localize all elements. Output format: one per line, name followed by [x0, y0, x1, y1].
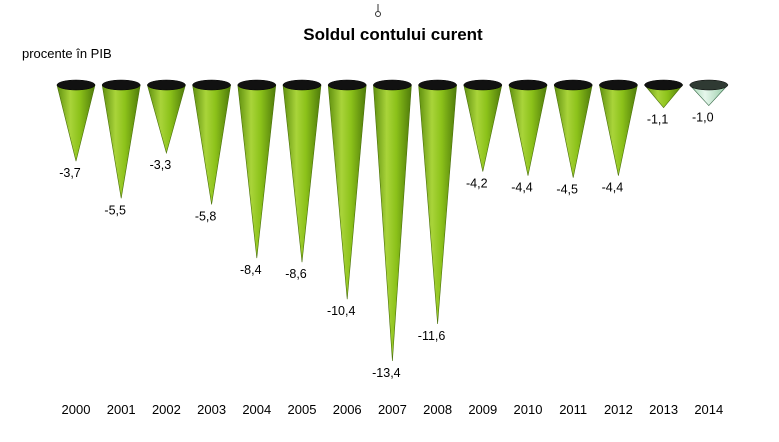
- value-label-2000: -3,7: [59, 166, 81, 180]
- category-label-2011: 2011: [559, 402, 587, 417]
- value-label-2013: -1,1: [647, 113, 669, 127]
- category-label-2005: 2005: [288, 402, 317, 417]
- unit-label: procente în PIB: [22, 46, 112, 61]
- cone-top-2011: [553, 79, 593, 91]
- value-label-2005: -8,6: [285, 267, 307, 281]
- cone-top-2008: [418, 79, 457, 91]
- cone-top-2009: [463, 79, 503, 91]
- value-label-2007: -13,4: [372, 366, 401, 380]
- category-label-2013: 2013: [649, 402, 678, 417]
- category-label-2010: 2010: [514, 402, 543, 417]
- value-label-2011: -4,5: [556, 183, 578, 197]
- cone-top-2014: [689, 79, 729, 91]
- category-label-2012: 2012: [604, 402, 633, 417]
- category-label-2006: 2006: [333, 402, 362, 417]
- category-label-2008: 2008: [423, 402, 452, 417]
- cone-bar-2003: [192, 84, 231, 205]
- cone-bar-2004: [237, 84, 277, 259]
- category-label-2000: 2000: [62, 402, 91, 417]
- cone-bar-2000: [56, 84, 96, 162]
- category-label-2003: 2003: [197, 402, 226, 417]
- cone-top-2003: [192, 79, 231, 91]
- cone-bar-2005: [282, 84, 322, 263]
- cone-top-2006: [327, 79, 367, 91]
- category-label-2002: 2002: [152, 402, 181, 417]
- cone-top-2005: [282, 79, 322, 91]
- cone-bar-2002: [147, 84, 186, 155]
- value-label-2004: -8,4: [240, 263, 262, 277]
- value-label-2010: -4,4: [511, 181, 533, 195]
- cone-bar-2008: [418, 84, 457, 324]
- category-label-2009: 2009: [468, 402, 497, 417]
- value-label-2003: -5,8: [195, 209, 217, 223]
- category-label-2004: 2004: [242, 402, 271, 417]
- value-label-2008: -11,6: [418, 329, 446, 343]
- cone-top-2004: [237, 79, 277, 91]
- value-label-2014: -1,0: [692, 111, 714, 125]
- cone-top-2007: [373, 79, 412, 91]
- cone-bar-2009: [463, 84, 503, 172]
- cone-bar-2001: [101, 84, 141, 199]
- value-label-2012: -4,4: [602, 181, 624, 195]
- cone-top-2010: [508, 79, 548, 91]
- cone-top-2012: [599, 79, 638, 91]
- cone-top-2002: [147, 79, 186, 91]
- cone-bar-2006: [327, 84, 367, 300]
- cone-top-2001: [101, 79, 141, 91]
- value-label-2002: -3,3: [150, 158, 172, 172]
- cone-bar-2011: [553, 84, 593, 178]
- category-label-2001: 2001: [107, 402, 136, 417]
- cone-bar-2012: [599, 84, 638, 176]
- title-marker-icon: [375, 4, 381, 17]
- chart-title: Soldul contului curent: [303, 25, 483, 44]
- cone-bar-2010: [508, 84, 548, 176]
- chart-marks: -3,7 2000 -5,5 2001 -3,3 2002 -5,8 2003 -8,4 2004…: [56, 79, 729, 417]
- value-label-2009: -4,2: [466, 177, 488, 191]
- cone-top-2013: [644, 79, 683, 91]
- category-label-2007: 2007: [378, 402, 407, 417]
- value-label-2001: -5,5: [104, 203, 126, 217]
- cone-top-2000: [56, 79, 96, 91]
- category-label-2014: 2014: [694, 402, 723, 417]
- value-label-2006: -10,4: [327, 304, 356, 318]
- cone-bar-2007: [373, 84, 412, 362]
